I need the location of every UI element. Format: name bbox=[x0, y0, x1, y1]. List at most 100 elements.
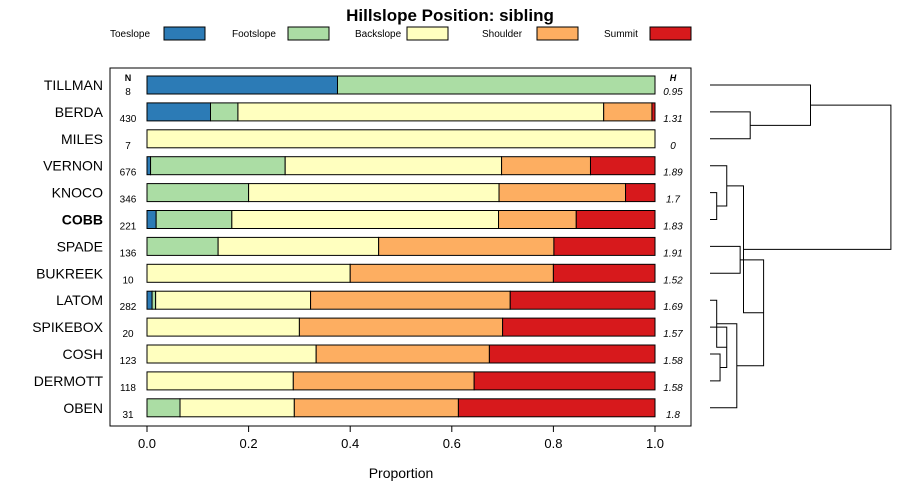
legend-label-shoulder: Shoulder bbox=[482, 29, 523, 40]
legend-label-backslope: Backslope bbox=[355, 29, 402, 40]
bar-spikebox-summit bbox=[502, 317, 656, 337]
bars bbox=[146, 75, 656, 418]
n-value-miles: 7 bbox=[125, 141, 131, 152]
row-label-latom: LATOM bbox=[56, 292, 103, 308]
bar-cobb-toeslope bbox=[146, 210, 157, 229]
n-value-dermott: 118 bbox=[120, 383, 136, 394]
x-tick-label-5: 1.0 bbox=[646, 436, 664, 451]
bar-cobb-shoulder bbox=[498, 210, 577, 229]
dendrogram-link-10 bbox=[710, 84, 811, 126]
h-value-spikebox: 1.57 bbox=[663, 329, 683, 340]
bar-spade-footslope bbox=[146, 236, 219, 256]
dendrogram-link-4 bbox=[710, 245, 741, 274]
bar-latom-shoulder bbox=[310, 290, 511, 310]
bar-vernon-backslope bbox=[284, 156, 503, 176]
bar-vernon-summit bbox=[589, 156, 656, 176]
bar-vernon-toeslope bbox=[146, 156, 152, 176]
x-axis-label: Proportion bbox=[369, 465, 434, 481]
bar-latom-summit bbox=[509, 290, 656, 310]
legend: Toeslope Footslope Backslope Shoulder Summit bbox=[110, 26, 692, 41]
bar-berda-toeslope bbox=[146, 102, 211, 122]
bar-spade-summit bbox=[553, 236, 656, 256]
bar-oben-footslope bbox=[146, 398, 181, 418]
n-value-cosh: 123 bbox=[120, 356, 137, 367]
h-value-tillman: 0.95 bbox=[663, 87, 683, 98]
bar-berda-footslope bbox=[210, 102, 239, 122]
dendrogram-link-0 bbox=[710, 353, 721, 382]
bar-latom-toeslope bbox=[146, 290, 153, 310]
n-value-knoco: 346 bbox=[120, 195, 137, 206]
bar-oben-summit bbox=[457, 398, 656, 418]
h-value-miles: 0 bbox=[670, 141, 676, 152]
bar-berda-summit bbox=[651, 102, 656, 122]
legend-label-summit: Summit bbox=[604, 29, 638, 40]
h-value-bukreek: 1.52 bbox=[663, 275, 683, 286]
dendrogram bbox=[710, 84, 892, 409]
h-column-header: H bbox=[670, 73, 677, 83]
dendrogram-link-9 bbox=[710, 111, 751, 140]
bar-knoco-footslope bbox=[146, 183, 250, 203]
bar-cosh-summit bbox=[488, 344, 656, 364]
legend-swatch-backslope bbox=[406, 26, 449, 41]
row-label-bukreek: BUKREEK bbox=[36, 265, 104, 281]
bar-cobb-footslope bbox=[155, 210, 233, 229]
row-label-dermott: DERMOTT bbox=[34, 373, 104, 389]
bar-dermott-shoulder bbox=[292, 371, 475, 391]
n-column-header: N bbox=[125, 73, 132, 83]
dendrogram-link-6 bbox=[710, 192, 718, 220]
legend-label-footslope: Footslope bbox=[232, 29, 276, 40]
dendrogram-link-7 bbox=[710, 165, 728, 207]
bar-knoco-shoulder bbox=[498, 183, 627, 203]
bar-latom-footslope bbox=[151, 290, 157, 310]
n-value-latom: 282 bbox=[120, 302, 137, 313]
bar-miles-backslope bbox=[146, 129, 656, 149]
x-tick-label-0: 0.0 bbox=[138, 436, 156, 451]
h-value-cobb: 1.83 bbox=[663, 222, 683, 233]
bar-berda-backslope bbox=[237, 102, 605, 122]
bar-oben-backslope bbox=[179, 398, 295, 418]
h-value-spade: 1.91 bbox=[663, 248, 682, 259]
row-label-cosh: COSH bbox=[63, 346, 103, 362]
bar-vernon-footslope bbox=[150, 156, 286, 176]
row-label-spikebox: SPIKEBOX bbox=[32, 319, 103, 335]
bar-latom-backslope bbox=[155, 290, 312, 310]
h-value-berda: 1.31 bbox=[663, 114, 682, 125]
n-value-oben: 31 bbox=[122, 410, 134, 421]
n-value-spikebox: 20 bbox=[122, 329, 134, 340]
n-value-spade: 136 bbox=[120, 248, 137, 259]
bar-spikebox-shoulder bbox=[298, 317, 504, 337]
h-value-knoco: 1.7 bbox=[666, 195, 680, 206]
bar-cosh-backslope bbox=[146, 344, 317, 364]
bar-dermott-backslope bbox=[146, 371, 294, 391]
bar-spade-backslope bbox=[217, 236, 380, 256]
row-label-spade: SPADE bbox=[57, 238, 103, 254]
h-value-cosh: 1.58 bbox=[663, 356, 683, 367]
n-value-cobb: 221 bbox=[120, 222, 137, 233]
n-value-bukreek: 10 bbox=[122, 275, 134, 286]
h-labels: 0.95 1.31 0 1.89 1.7 1.83 1.91 1.52 1.69 1.57 1.58… bbox=[663, 87, 683, 421]
bar-cobb-backslope bbox=[231, 210, 500, 229]
bar-cobb-summit bbox=[575, 210, 656, 229]
x-tick-label-4: 0.8 bbox=[544, 436, 562, 451]
h-value-dermott: 1.58 bbox=[663, 383, 683, 394]
n-value-vernon: 676 bbox=[120, 168, 137, 179]
x-tick-label-1: 0.2 bbox=[240, 436, 258, 451]
bar-spikebox-backslope bbox=[146, 317, 300, 337]
bar-knoco-backslope bbox=[248, 183, 500, 203]
h-value-latom: 1.69 bbox=[663, 302, 683, 313]
row-label-knoco: KNOCO bbox=[52, 185, 103, 201]
row-label-miles: MILES bbox=[61, 131, 103, 147]
legend-swatch-footslope bbox=[287, 26, 330, 41]
row-label-tillman: TILLMAN bbox=[44, 77, 103, 93]
legend-swatch-shoulder bbox=[536, 26, 579, 41]
bar-tillman-footslope bbox=[337, 75, 656, 95]
legend-swatch-summit bbox=[649, 26, 692, 41]
bar-dermott-summit bbox=[473, 371, 656, 391]
plot-frame bbox=[109, 67, 692, 427]
bar-oben-shoulder bbox=[293, 398, 459, 418]
row-label-cobb: COBB bbox=[62, 212, 103, 228]
row-label-berda: BERDA bbox=[55, 104, 104, 120]
bar-tillman-toeslope bbox=[146, 75, 338, 95]
x-axis: 0.0 0.2 0.4 0.6 0.8 1.0 bbox=[138, 426, 664, 451]
